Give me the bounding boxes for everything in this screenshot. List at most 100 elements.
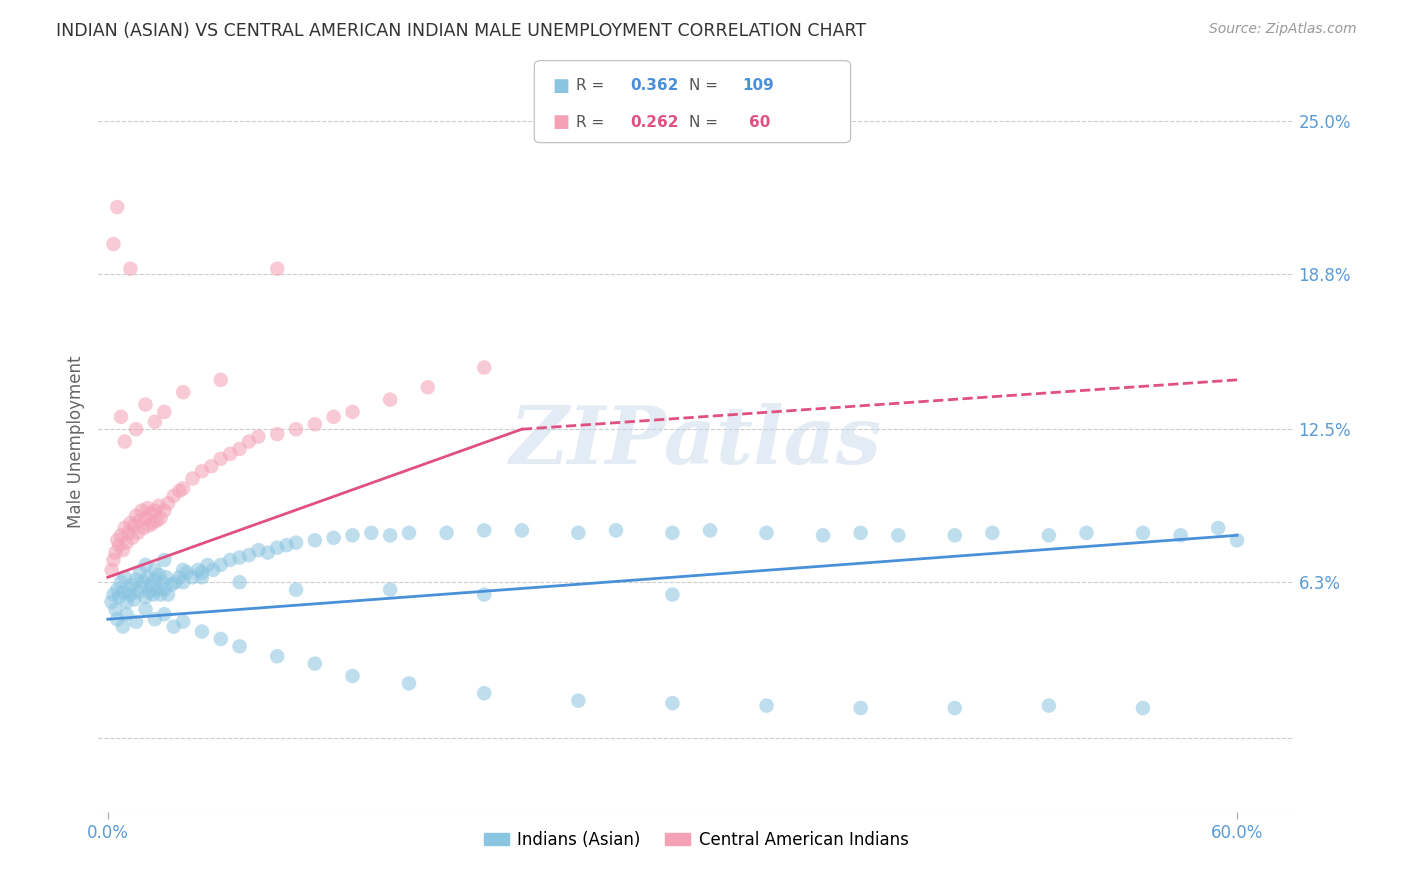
Point — [100, 595, 122, 609]
Point — [197, 558, 219, 572]
Point — [134, 511, 156, 525]
Text: ZIPatlas: ZIPatlas — [510, 403, 882, 480]
Text: N =: N = — [689, 78, 723, 93]
Point — [398, 525, 420, 540]
Point — [209, 451, 232, 466]
Point — [256, 546, 278, 560]
Point — [153, 405, 176, 419]
Point — [238, 434, 260, 449]
Point — [115, 595, 138, 609]
Point — [153, 553, 176, 567]
Point — [105, 200, 128, 214]
Point — [153, 503, 176, 517]
Point — [143, 563, 166, 577]
Point — [661, 525, 683, 540]
Point — [120, 261, 142, 276]
Point — [342, 405, 364, 419]
Point — [1170, 528, 1192, 542]
Point — [127, 525, 149, 540]
Point — [157, 588, 180, 602]
Point — [163, 620, 186, 634]
Point — [398, 676, 420, 690]
Point — [285, 582, 308, 597]
Point — [247, 429, 270, 443]
Point — [228, 442, 250, 456]
Text: ■: ■ — [553, 113, 569, 131]
Point — [605, 524, 627, 538]
Point — [378, 582, 401, 597]
Point — [136, 501, 159, 516]
Point — [132, 575, 155, 590]
Point — [111, 585, 134, 599]
Point — [1206, 521, 1229, 535]
Point — [187, 563, 209, 577]
Point — [148, 567, 170, 582]
Point — [104, 546, 127, 560]
Point — [567, 525, 589, 540]
Text: N =: N = — [689, 115, 723, 129]
Point — [304, 533, 326, 548]
Point — [110, 575, 132, 590]
Point — [378, 392, 401, 407]
Point — [143, 573, 166, 587]
Point — [110, 528, 132, 542]
Point — [114, 570, 136, 584]
Point — [849, 701, 872, 715]
Point — [104, 602, 127, 616]
Point — [172, 482, 194, 496]
Point — [117, 525, 139, 540]
Point — [172, 563, 194, 577]
Point — [120, 516, 142, 530]
Point — [567, 694, 589, 708]
Point — [125, 573, 148, 587]
Point — [103, 553, 125, 567]
Point — [1038, 698, 1060, 713]
Point — [247, 543, 270, 558]
Text: 0.362: 0.362 — [630, 78, 678, 93]
Point — [661, 696, 683, 710]
Point — [105, 582, 128, 597]
Point — [111, 543, 134, 558]
Point — [943, 528, 966, 542]
Point — [887, 528, 910, 542]
Point — [172, 575, 194, 590]
Point — [209, 632, 232, 646]
Point — [472, 524, 495, 538]
Point — [219, 553, 242, 567]
Point — [131, 580, 153, 594]
Point — [238, 548, 260, 562]
Point — [181, 472, 204, 486]
Text: Source: ZipAtlas.com: Source: ZipAtlas.com — [1209, 22, 1357, 37]
Point — [122, 518, 145, 533]
Point — [142, 516, 165, 530]
Point — [755, 698, 778, 713]
Text: R =: R = — [576, 115, 610, 129]
Point — [266, 427, 288, 442]
Point — [191, 570, 214, 584]
Point — [139, 506, 162, 520]
Point — [155, 570, 177, 584]
Point — [811, 528, 834, 542]
Point — [125, 615, 148, 629]
Point — [153, 607, 176, 622]
Point — [322, 409, 344, 424]
Point — [943, 701, 966, 715]
Point — [1226, 533, 1249, 548]
Point — [219, 447, 242, 461]
Point — [117, 582, 139, 597]
Point — [436, 525, 458, 540]
Point — [285, 422, 308, 436]
Point — [200, 459, 222, 474]
Point — [114, 434, 136, 449]
Point — [138, 585, 160, 599]
Point — [128, 514, 150, 528]
Point — [266, 261, 288, 276]
Point — [1132, 701, 1154, 715]
Point — [152, 575, 174, 590]
Point — [285, 535, 308, 549]
Point — [149, 588, 172, 602]
Point — [160, 577, 183, 591]
Point — [169, 483, 191, 498]
Point — [125, 422, 148, 436]
Point — [1038, 528, 1060, 542]
